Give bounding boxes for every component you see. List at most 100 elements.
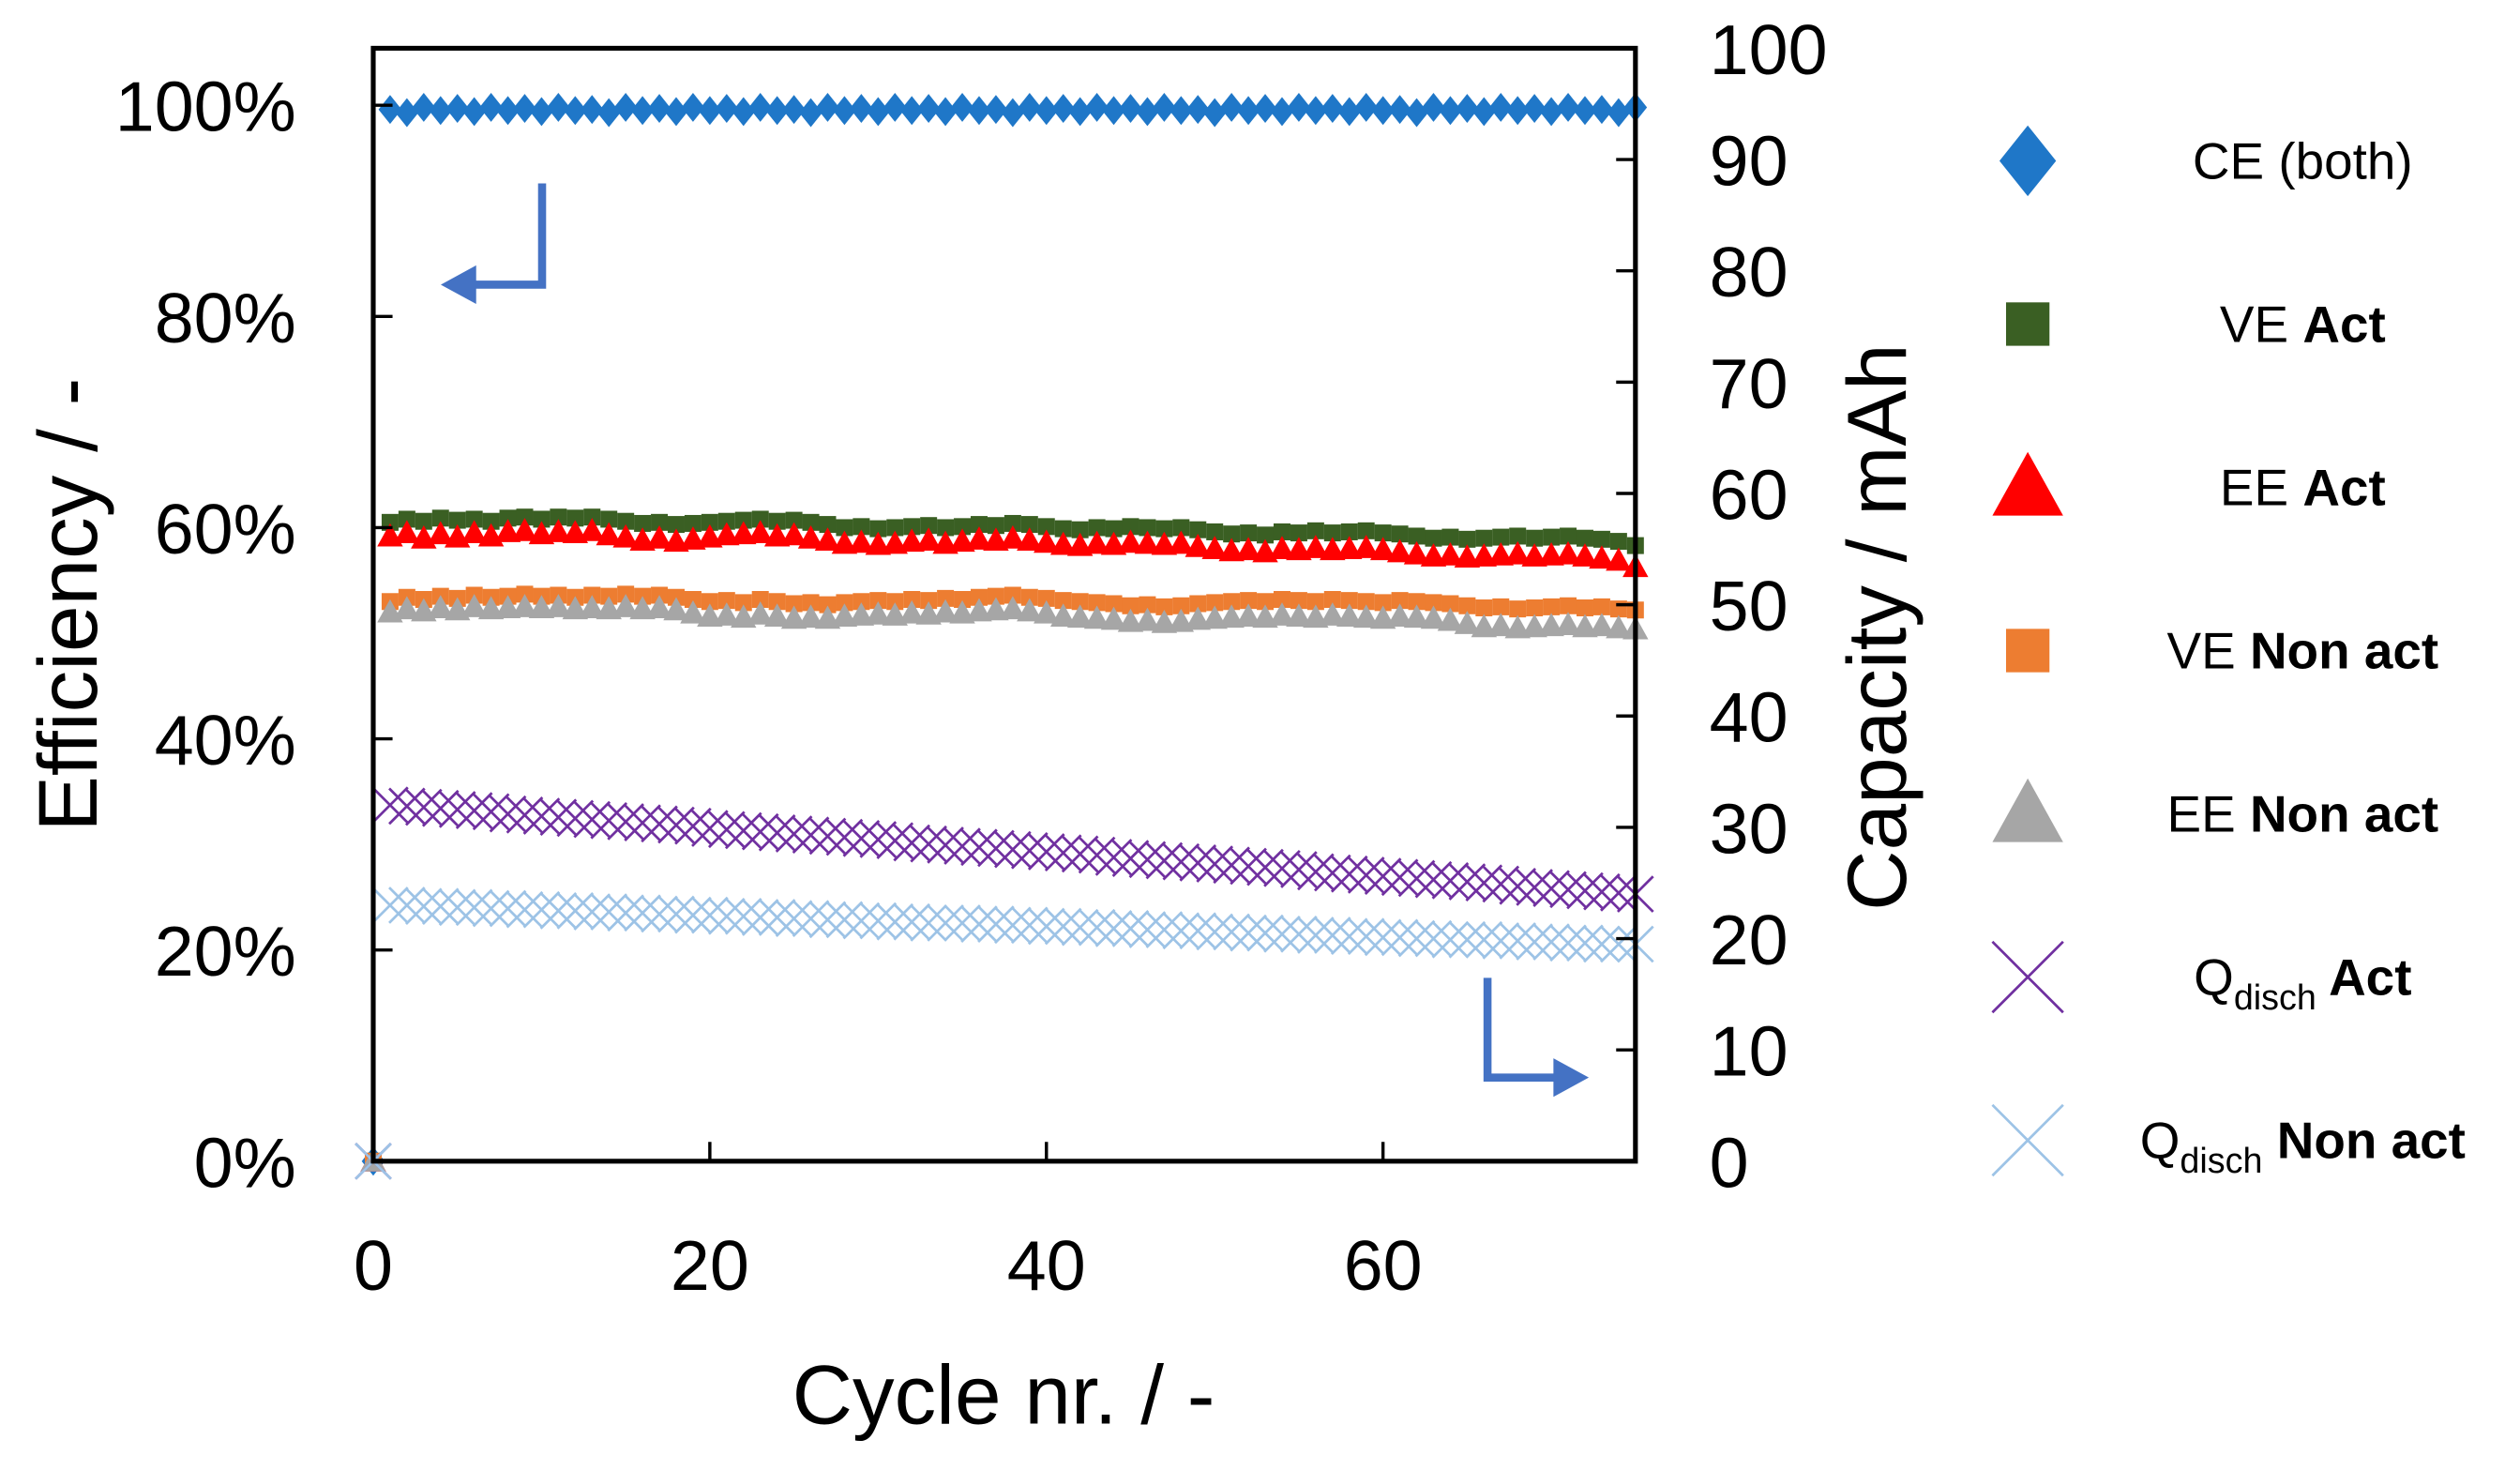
data-point: [920, 517, 938, 535]
data-point: [428, 521, 454, 545]
legend-item: Qdisch Non act: [1991, 1103, 2466, 1180]
data-point: [562, 596, 589, 620]
data-point: [763, 603, 791, 627]
data-point: [842, 819, 881, 857]
data-point: [600, 510, 618, 528]
data-point: [717, 512, 735, 530]
data-point: [1357, 593, 1375, 611]
data-point: [1071, 521, 1089, 538]
data-point: [1003, 586, 1021, 604]
data-point: [983, 597, 1009, 621]
data-point: [545, 519, 572, 542]
data-point: [1448, 863, 1486, 901]
data-point: [768, 593, 786, 611]
data-point: [697, 603, 723, 627]
data-point: [556, 892, 595, 930]
data-point: [1488, 93, 1513, 122]
data-point: [680, 599, 706, 624]
data-point: [1139, 596, 1156, 614]
data-point: [1323, 591, 1341, 609]
data-point: [1592, 598, 1610, 615]
data-point: [1471, 614, 1498, 638]
y2-tick-label: 80: [1710, 233, 1788, 311]
data-point: [1589, 545, 1615, 569]
data-point: [404, 788, 443, 826]
legend-marker-icon: [1991, 940, 2064, 1014]
data-point: [1083, 605, 1110, 629]
data-point: [916, 94, 941, 124]
data-point: [1270, 97, 1294, 127]
data-point: [1592, 530, 1610, 548]
data-point: [1371, 96, 1395, 126]
data-point: [629, 596, 656, 620]
data-point: [590, 893, 628, 931]
data-point: [1151, 531, 1178, 555]
data-point: [785, 595, 803, 613]
data-point: [429, 96, 453, 126]
data-point: [647, 94, 671, 124]
data-point: [1414, 919, 1453, 958]
data-point: [472, 793, 510, 831]
data-point: [641, 895, 678, 933]
data-point: [758, 899, 796, 936]
data-point: [808, 817, 847, 856]
data-point: [1213, 846, 1250, 885]
data-point: [528, 595, 555, 618]
data-point: [1609, 533, 1627, 551]
data-point: [1020, 516, 1038, 534]
data-point: [482, 512, 500, 530]
legend-label: Qdisch Non act: [2140, 1111, 2466, 1179]
data-point: [707, 897, 746, 935]
data-point: [893, 824, 931, 862]
data-point: [1549, 924, 1587, 962]
data-point: [1386, 603, 1413, 627]
data-point: [1218, 538, 1245, 562]
data-point: [634, 514, 652, 532]
series-ee-act: [360, 518, 1649, 1172]
data-point: [1516, 923, 1553, 961]
data-point: [994, 830, 1032, 869]
data-point: [797, 525, 824, 549]
data-point: [799, 98, 822, 128]
data-point: [977, 905, 1015, 943]
data-point: [421, 887, 460, 925]
data-point: [1017, 598, 1043, 622]
data-point: [511, 518, 538, 541]
data-point: [462, 97, 486, 127]
data-point: [1347, 917, 1385, 956]
data-point: [910, 825, 947, 863]
data-point: [1320, 94, 1345, 124]
legend-item: CE (both): [1999, 125, 2413, 197]
data-point: [489, 795, 527, 833]
data-point: [455, 792, 493, 829]
data-point: [1573, 96, 1597, 126]
data-point: [1320, 602, 1346, 626]
data-point: [1560, 527, 1577, 545]
data-point: [1471, 543, 1498, 567]
data-point: [684, 514, 702, 532]
data-point: [579, 518, 605, 541]
data-point: [1492, 528, 1510, 546]
data-point: [1441, 528, 1459, 546]
data-point: [1538, 613, 1564, 637]
data-point: [1068, 97, 1092, 127]
data-point: [1352, 604, 1380, 629]
data-point: [886, 593, 904, 611]
data-point: [1297, 917, 1335, 954]
data-point: [751, 510, 769, 528]
data-point: [1290, 524, 1307, 542]
data-point: [1437, 542, 1464, 566]
data-point: [1071, 593, 1089, 611]
data-point: [825, 818, 864, 856]
data-point: [1145, 911, 1184, 948]
data-point: [1206, 523, 1224, 540]
data-point: [539, 798, 578, 837]
legend-marker-icon: [1992, 451, 2063, 516]
data-point: [747, 601, 774, 625]
data-point: [494, 595, 521, 618]
data-point: [1139, 519, 1156, 537]
data-point: [1391, 592, 1409, 610]
data-point: [522, 890, 561, 929]
data-point: [1185, 606, 1211, 630]
